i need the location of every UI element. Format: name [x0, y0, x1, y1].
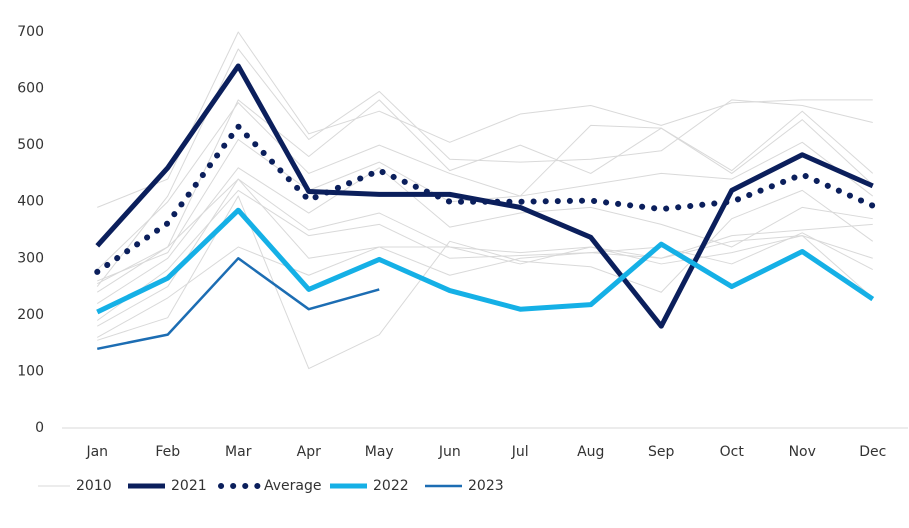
x-tick-label: Dec: [859, 444, 886, 460]
series-line: [97, 189, 874, 370]
x-tick-label: Feb: [155, 444, 180, 460]
x-tick-label: Aug: [577, 444, 604, 460]
series-line: [97, 257, 380, 351]
y-tick-label: 100: [17, 363, 44, 379]
series-line: [96, 189, 873, 321]
y-tick-label: 700: [17, 24, 44, 40]
y-tick-label: 500: [17, 137, 44, 153]
legend-label: 2010: [76, 478, 112, 494]
series-line: [96, 48, 873, 287]
series-line: [96, 178, 873, 293]
series-line: [94, 123, 876, 275]
series-line: [97, 99, 874, 285]
legend-label: 2022: [373, 478, 409, 494]
x-tick-label: Mar: [225, 444, 252, 460]
series-line: [95, 63, 874, 329]
series-line: [96, 102, 874, 270]
legend-label: 2023: [468, 478, 504, 494]
y-tick-label: 600: [17, 81, 44, 97]
x-tick-label: May: [365, 444, 394, 460]
y-tick-label: 200: [17, 307, 44, 323]
series-line: [96, 207, 875, 315]
x-tick-label: Oct: [720, 444, 745, 460]
y-tick-label: 300: [17, 250, 44, 266]
x-tick-label: Jun: [438, 444, 461, 460]
x-tick-label: Jan: [85, 444, 108, 460]
x-tick-label: Nov: [789, 444, 816, 460]
series-line: [97, 31, 873, 208]
y-tick-label: 400: [17, 194, 44, 210]
x-tick-label: Apr: [297, 444, 321, 460]
y-tick-label: 0: [35, 420, 44, 436]
x-tick-label: Jul: [511, 444, 529, 460]
legend-label: Average: [264, 478, 322, 494]
series-line: [97, 178, 874, 327]
series-line: [97, 232, 873, 338]
x-tick-label: Sep: [648, 444, 675, 460]
legend-label: 2021: [171, 478, 207, 494]
